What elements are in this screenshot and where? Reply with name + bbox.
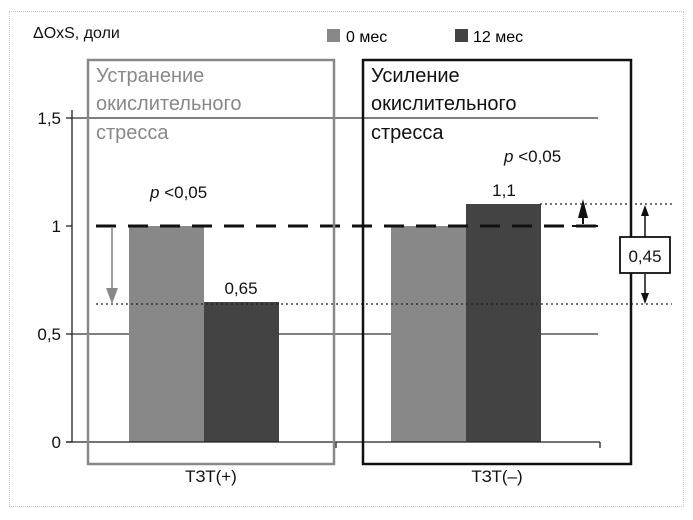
difference-indicator: 0,45 bbox=[619, 205, 671, 304]
y-axis-label: ΔOxS, доли bbox=[33, 25, 120, 42]
data-label-0-65: 0,65 bbox=[224, 279, 257, 298]
box-title-tzt-plus: Устранение окислительного стресса bbox=[96, 65, 242, 144]
svg-text:окислительного: окислительного bbox=[96, 93, 242, 115]
difference-label: 0,45 bbox=[628, 247, 661, 266]
svg-text:Усиление: Усиление bbox=[371, 65, 460, 87]
y-tick-labels: 1,5 1 0,5 0 bbox=[37, 109, 61, 452]
category-label-tzt-plus: ТЗТ(+) bbox=[185, 467, 237, 486]
bar-tzt-minus-12mes bbox=[466, 204, 541, 442]
ytick-0-5: 0,5 bbox=[37, 325, 61, 344]
dotted-levels bbox=[96, 203, 672, 305]
legend: 0 мес 12 мес bbox=[327, 29, 523, 46]
data-label-1-1: 1,1 bbox=[492, 181, 516, 200]
group-box-tzt-plus bbox=[86, 58, 336, 466]
legend-swatch-12mes bbox=[455, 29, 468, 42]
ytick-1-5: 1,5 bbox=[37, 109, 61, 128]
arrow-up-icon bbox=[572, 199, 598, 227]
box-title-tzt-minus: Усиление окислительного стресса bbox=[371, 65, 517, 144]
y-ticks bbox=[66, 117, 72, 443]
difference-box bbox=[619, 236, 671, 274]
svg-text:стресса: стресса bbox=[371, 122, 444, 144]
category-label-tzt-minus: ТЗТ(–) bbox=[471, 467, 522, 486]
bars bbox=[129, 204, 541, 442]
chart-frame bbox=[9, 11, 684, 507]
bar-tzt-plus-12mes bbox=[204, 302, 279, 442]
arrow-down-icon bbox=[106, 227, 118, 304]
bar-tzt-minus-0mes bbox=[391, 226, 466, 442]
p-value-tzt-plus: p <0,05 bbox=[149, 183, 207, 202]
ytick-1: 1 bbox=[52, 217, 61, 236]
p-value-tzt-minus: p <0,05 bbox=[503, 147, 561, 166]
legend-label-0mes: 0 мес bbox=[346, 29, 387, 46]
legend-label-12mes: 12 мес bbox=[473, 29, 523, 46]
bar-tzt-plus-0mes bbox=[129, 226, 204, 442]
svg-text:стресса: стресса bbox=[96, 122, 169, 144]
ytick-0: 0 bbox=[52, 433, 61, 452]
svg-text:окислительного: окислительного bbox=[371, 93, 517, 115]
svg-text:Устранение: Устранение bbox=[96, 65, 204, 87]
legend-swatch-0mes bbox=[327, 29, 340, 42]
